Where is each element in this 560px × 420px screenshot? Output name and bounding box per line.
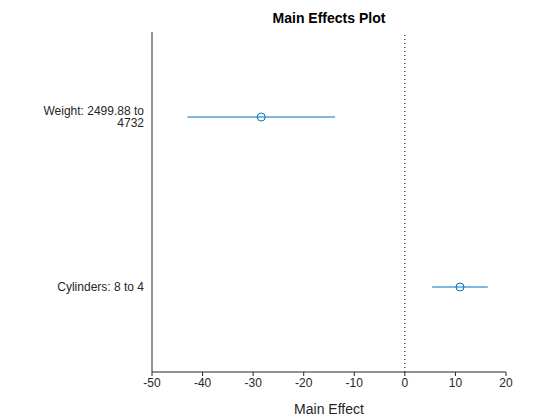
svg-text:-10: -10 xyxy=(346,376,364,390)
svg-text:Weight: 2499.88 to4732: Weight: 2499.88 to4732 xyxy=(43,104,144,130)
svg-text:-30: -30 xyxy=(244,376,262,390)
svg-text:-20: -20 xyxy=(295,376,313,390)
svg-text:20: 20 xyxy=(499,376,513,390)
svg-text:-50: -50 xyxy=(143,376,161,390)
svg-text:0: 0 xyxy=(402,376,409,390)
html-text:Main Effects Plot: Main Effects Plot xyxy=(272,10,386,26)
svg-text:10: 10 xyxy=(449,376,463,390)
svg-text:Cylinders: 8 to 4: Cylinders: 8 to 4 xyxy=(57,280,144,294)
svg-text:-40: -40 xyxy=(194,376,212,390)
svg-text:Main Effect: Main Effect xyxy=(294,401,364,417)
